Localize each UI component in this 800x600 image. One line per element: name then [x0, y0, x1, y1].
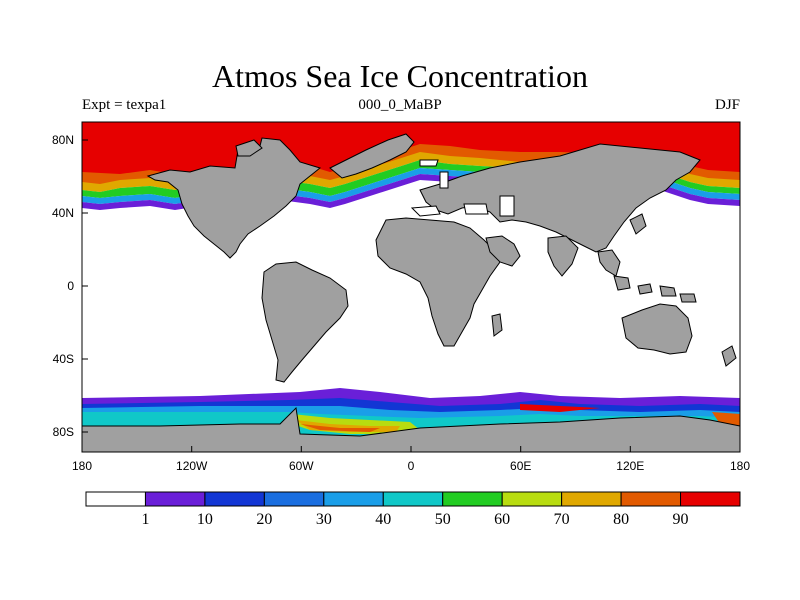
colorbar-box [204, 491, 265, 507]
chart-title: Atmos Sea Ice Concentration [212, 58, 588, 94]
colorbar-label: 30 [316, 511, 332, 528]
colorbar-label: 60 [494, 511, 510, 528]
y-tick-label: 80N [52, 133, 74, 147]
period-label: 000_0_MaBP [358, 97, 442, 113]
x-tick-label: 120W [176, 459, 208, 473]
colorbar-box [85, 491, 146, 507]
land-masses [82, 133, 740, 452]
colorbar-box [680, 491, 741, 507]
japan [629, 213, 647, 235]
colorbar-box [144, 491, 206, 507]
colorbar-box [501, 491, 563, 507]
open-water-patches [410, 159, 515, 217]
south-america [261, 261, 349, 383]
indonesia-2 [637, 283, 653, 295]
africa [375, 217, 501, 347]
colorbar-box [561, 491, 622, 507]
y-axis: 80N 40N 0 40S 80S [52, 133, 88, 439]
colorbar-box [323, 491, 384, 507]
x-tick-label: 120E [616, 459, 644, 473]
colorbar-box [263, 491, 325, 507]
map-canvas [82, 122, 740, 452]
x-tick-label: 60W [289, 459, 314, 473]
antarctica [82, 406, 740, 452]
x-tick-label: 60E [510, 459, 531, 473]
new-zealand [721, 345, 737, 367]
colorbar: 1 10 20 30 40 50 60 70 80 90 [85, 491, 741, 528]
colorbar-label: 90 [673, 511, 689, 528]
canadian-archipelago [235, 139, 263, 157]
colorbar-label: 10 [197, 511, 213, 528]
colorbar-box [382, 491, 444, 507]
colorbar-box [442, 491, 503, 507]
experiment-label: Expt = texpa1 [82, 97, 167, 113]
australia [621, 303, 693, 355]
greenland [329, 133, 415, 179]
new-guinea [679, 293, 697, 303]
y-tick-label: 40N [52, 206, 74, 220]
colorbar-box [620, 491, 682, 507]
colorbar-label: 70 [554, 511, 570, 528]
colorbar-label: 20 [256, 511, 272, 528]
x-axis: 180 120W 60W 0 60E 120E 180 [72, 446, 750, 473]
colorbar-label: 40 [375, 511, 391, 528]
colorbar-label: 80 [613, 511, 629, 528]
colorbar-label: 50 [435, 511, 451, 528]
y-tick-label: 40S [53, 352, 74, 366]
arabia [485, 235, 521, 267]
indonesia-1 [613, 275, 631, 291]
x-tick-label: 0 [408, 459, 415, 473]
indonesia-3 [659, 285, 677, 297]
madagascar [491, 313, 503, 337]
y-tick-label: 0 [67, 279, 74, 293]
india [547, 235, 579, 277]
x-tick-label: 180 [730, 459, 750, 473]
x-tick-label: 180 [72, 459, 92, 473]
colorbar-label: 1 [141, 511, 149, 528]
y-tick-label: 80S [53, 425, 74, 439]
season-label: DJF [714, 97, 740, 113]
